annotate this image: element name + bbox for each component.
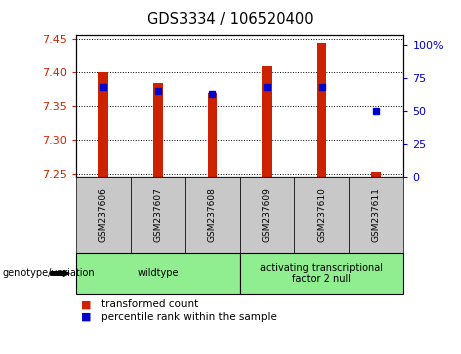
Text: ■: ■ <box>81 299 91 309</box>
Text: activating transcriptional
factor 2 null: activating transcriptional factor 2 null <box>260 263 383 284</box>
Text: transformed count: transformed count <box>101 299 199 309</box>
Text: genotype/variation: genotype/variation <box>2 268 95 279</box>
Text: GSM237607: GSM237607 <box>154 188 162 242</box>
Text: GSM237611: GSM237611 <box>372 188 381 242</box>
Text: GSM237609: GSM237609 <box>262 188 272 242</box>
Bar <box>153 82 163 177</box>
Text: wildtype: wildtype <box>137 268 179 279</box>
Text: GSM237610: GSM237610 <box>317 188 326 242</box>
Bar <box>262 66 272 177</box>
Text: ■: ■ <box>81 312 91 322</box>
Text: percentile rank within the sample: percentile rank within the sample <box>101 312 278 322</box>
Bar <box>207 93 217 177</box>
Text: GDS3334 / 106520400: GDS3334 / 106520400 <box>147 12 314 27</box>
Bar <box>371 172 381 177</box>
Bar <box>317 44 326 177</box>
Text: GSM237608: GSM237608 <box>208 188 217 242</box>
Text: GSM237606: GSM237606 <box>99 188 108 242</box>
Bar <box>99 73 108 177</box>
